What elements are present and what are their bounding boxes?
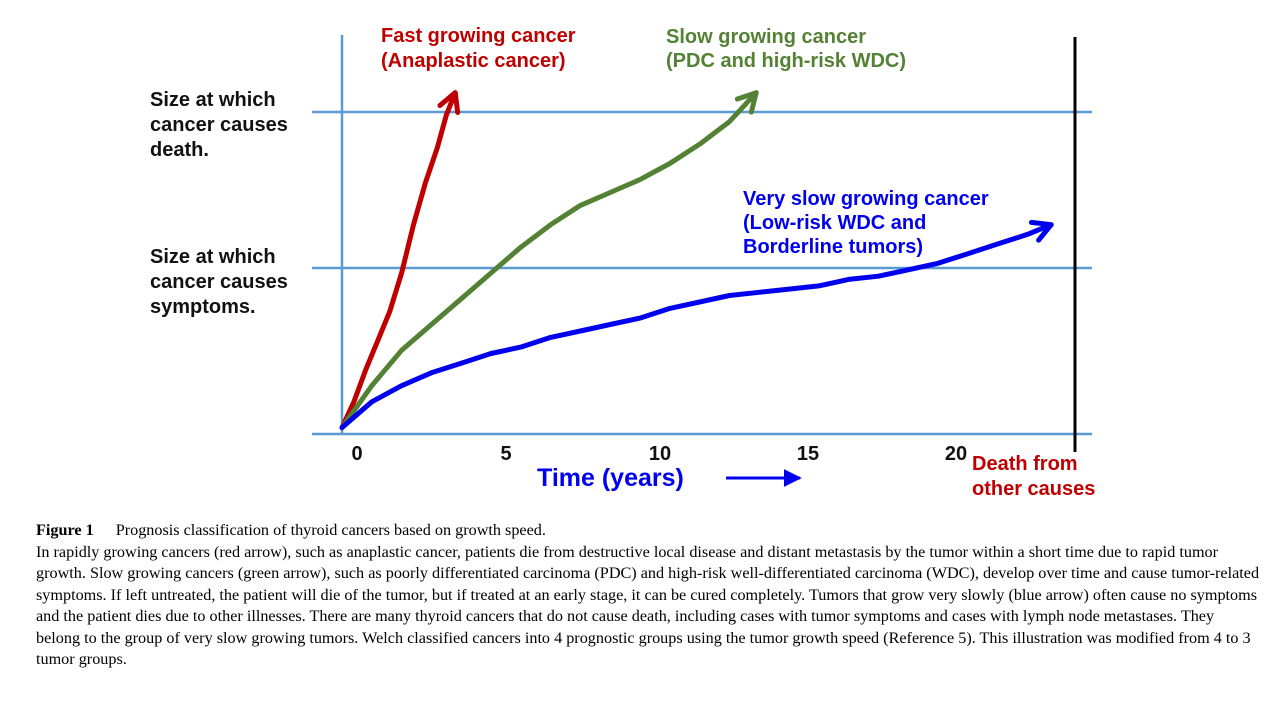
series-line-fast	[339, 90, 458, 431]
x-axis-title: Time (years)	[537, 464, 684, 492]
arrowhead-icon-very-slow	[1028, 219, 1054, 243]
arrowhead-icon-slow	[734, 90, 759, 115]
figure-caption: Figure 1 Prognosis classification of thyr…	[36, 520, 1261, 671]
series-label-fast: Fast growing cancer (Anaplastic cancer)	[381, 25, 581, 72]
death-from-other-causes-label: Death from other causes	[972, 453, 1095, 500]
x-tick-label: 15	[797, 443, 819, 465]
threshold-label-symptoms: Size at which cancer causes symptoms.	[150, 246, 293, 318]
x-tick-label: 5	[500, 443, 511, 465]
caption-body: In rapidly growing cancers (red arrow), …	[36, 542, 1260, 669]
threshold-label-death: Size at which cancer causes death.	[150, 89, 293, 161]
x-tick-label: 20	[945, 443, 967, 465]
series-line-very-slow	[339, 222, 1054, 431]
caption-title: Prognosis classification of thyroid canc…	[115, 521, 546, 539]
arrowhead-icon-fast	[437, 90, 461, 115]
caption-label: Figure 1	[36, 521, 94, 539]
x-tick-label: 0	[351, 443, 362, 465]
series-layer	[339, 90, 1054, 431]
series-line-slow	[339, 90, 759, 431]
caption-heading: Figure 1 Prognosis classification of thyr…	[36, 520, 1261, 542]
series-label-slow: Slow growing cancer (PDC and high-risk W…	[666, 26, 906, 72]
x-tick-label: 10	[649, 443, 671, 465]
series-label-very-slow: Very slow growing cancer (Low-risk WDC a…	[743, 188, 994, 258]
